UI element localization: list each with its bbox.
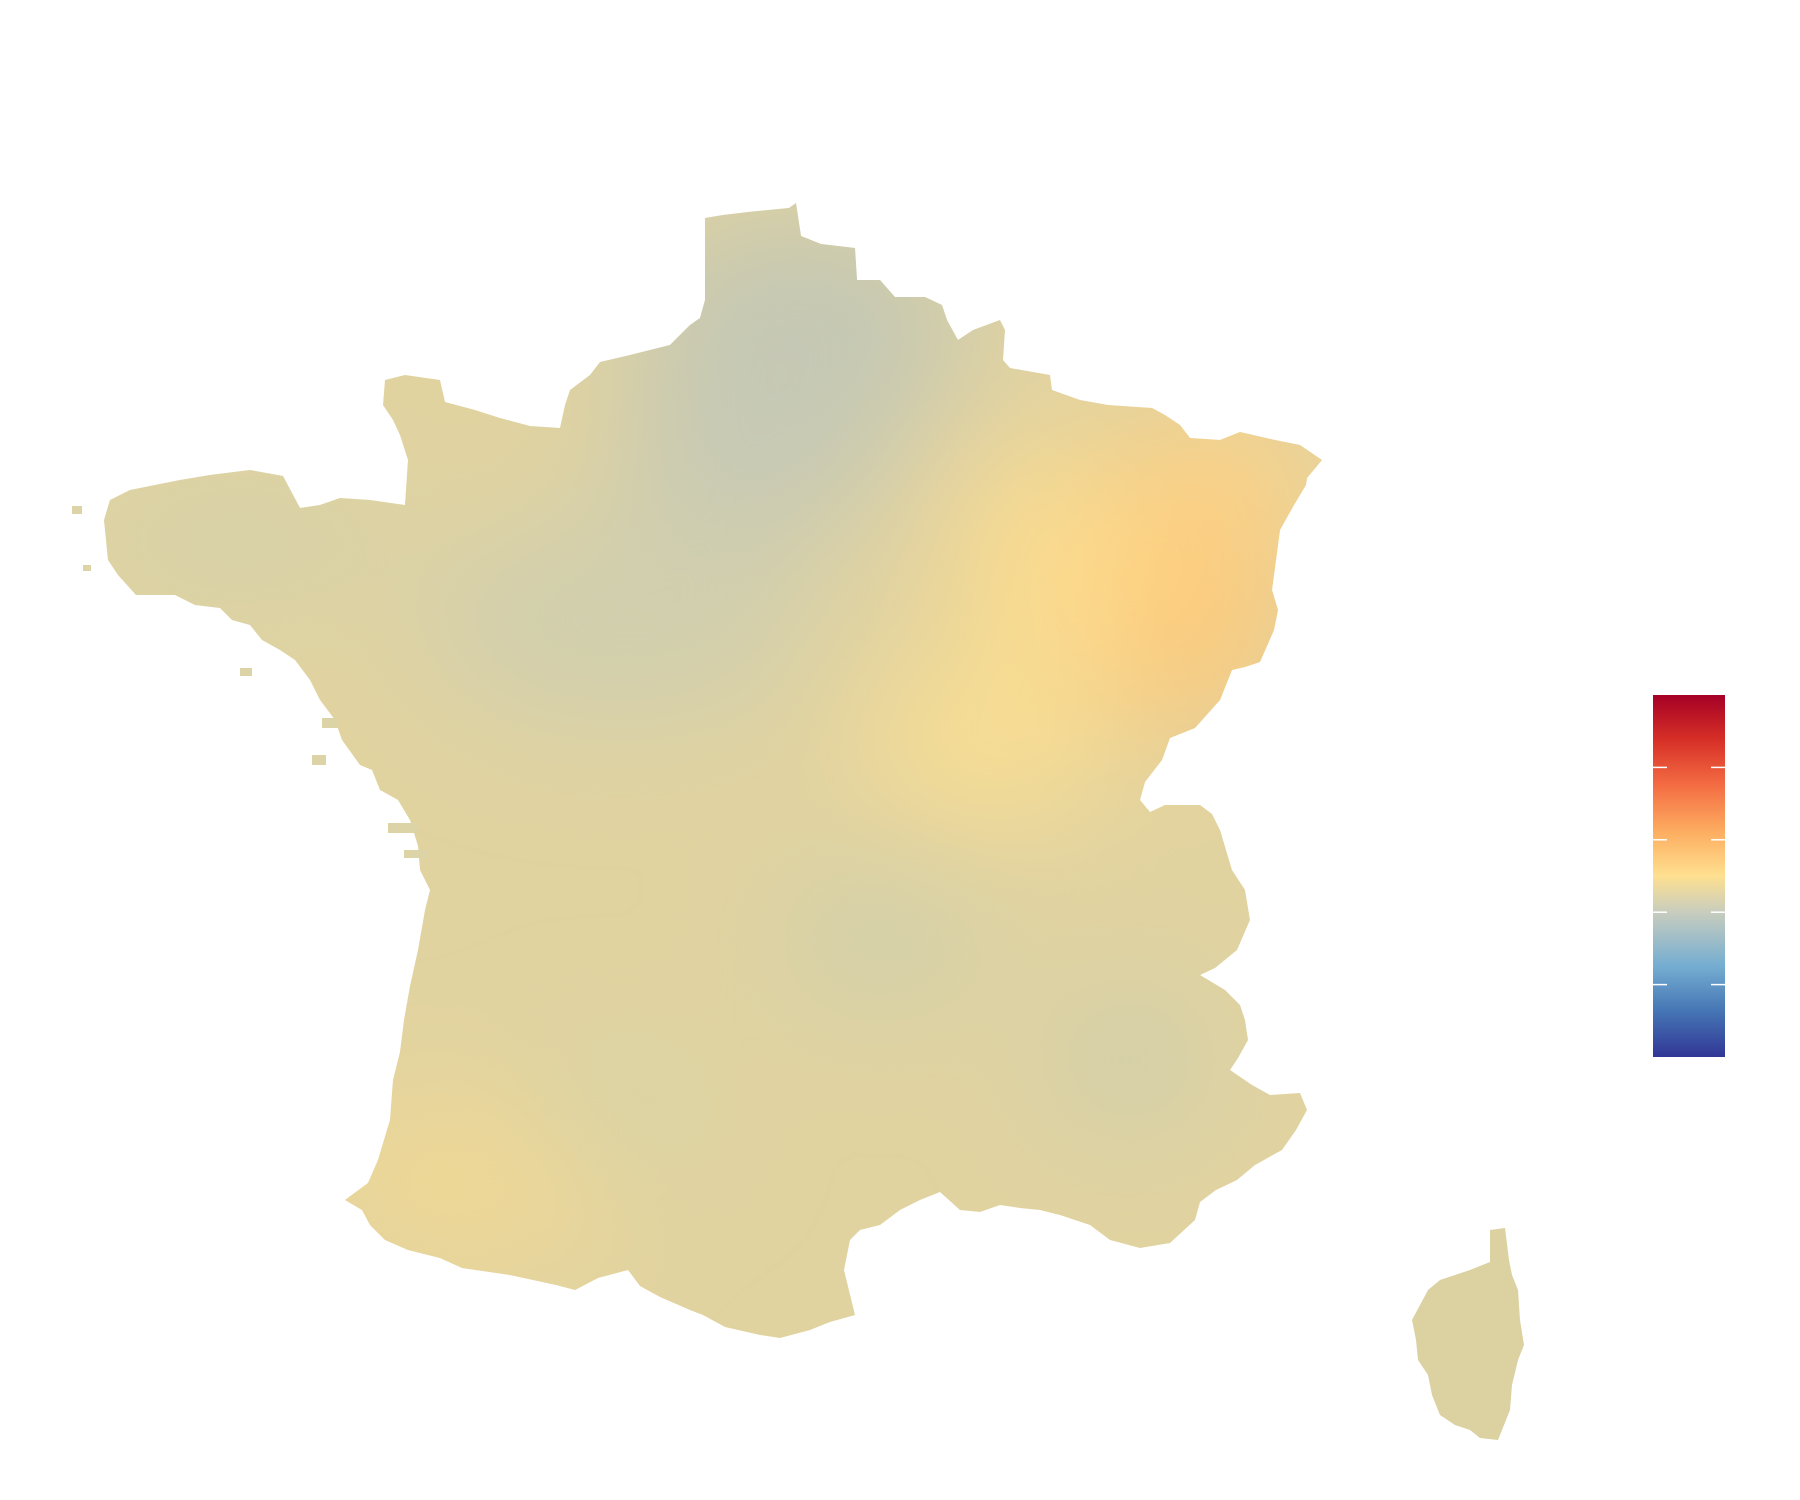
region-france-mainland [104, 203, 1322, 1338]
colorbar-legend [1653, 695, 1725, 1057]
coastal-islands [72, 506, 428, 858]
colorbar-gradient [1653, 695, 1725, 1057]
colorbar-ticks [1653, 766, 1725, 986]
region-corsica [1412, 1228, 1524, 1440]
